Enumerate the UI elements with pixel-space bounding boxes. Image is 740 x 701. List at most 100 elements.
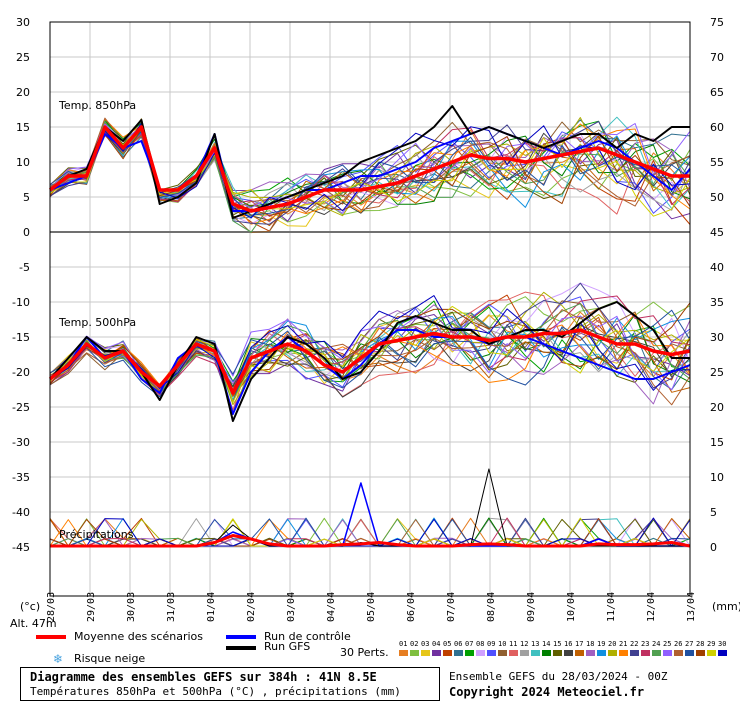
pert-number: 17 — [575, 640, 584, 648]
pert-color-swatch — [454, 650, 463, 656]
pert-number: 24 — [652, 640, 661, 648]
footer-title: Diagramme des ensembles GEFS sur 384h : … — [30, 670, 377, 684]
chart-axes: 28/03 29/03 30/03 31/03 01/04 02/04 03/04 04/04… — [12, 16, 724, 622]
pert-color-swatch — [542, 650, 551, 656]
pert-number: 27 — [685, 640, 694, 648]
right-tick-label: 45 — [710, 226, 724, 239]
mean-swatch — [36, 635, 66, 639]
pert-color-swatch — [498, 650, 507, 656]
left-tick-label: 5 — [23, 191, 30, 204]
left-tick-label: -25 — [12, 401, 30, 414]
pert-number: 22 — [630, 640, 639, 648]
pert-color-swatch — [707, 650, 716, 656]
pert-color-swatch — [608, 650, 617, 656]
left-tick-label: -5 — [19, 261, 30, 274]
pert-color-swatch — [663, 650, 672, 656]
control-swatch — [226, 635, 256, 639]
pert-number: 16 — [564, 640, 573, 648]
t500-panel-label: Temp. 500hPa — [58, 316, 136, 329]
pert-color-swatch — [399, 650, 408, 656]
pert-color-swatch — [575, 650, 584, 656]
right-tick-label: 55 — [710, 156, 724, 169]
date-tick-label: 04/04 — [326, 592, 337, 622]
date-tick-label: 28/03 — [46, 592, 57, 622]
left-tick-label: 15 — [16, 121, 30, 134]
footer-subtitle: Températures 850hPa et 500hPa (°C) , pré… — [30, 685, 401, 698]
t500-series — [48, 282, 691, 422]
date-tick-label: 11/04 — [606, 592, 617, 622]
pert-number: 08 — [476, 640, 485, 648]
legend-perts: 30 Perts. — [340, 646, 389, 659]
date-tick-label: 03/04 — [286, 592, 297, 622]
right-tick-label: 40 — [710, 261, 724, 274]
pert-color-swatch — [630, 650, 639, 656]
pert-color-swatch — [410, 650, 419, 656]
date-tick-label: 05/04 — [366, 592, 377, 622]
left-tick-label: -45 — [12, 541, 30, 554]
date-tick-label: 29/03 — [86, 592, 97, 622]
date-tick-label: 08/04 — [486, 592, 497, 622]
t850-panel-label: Temp. 850hPa — [58, 99, 136, 112]
pert-number: 23 — [641, 640, 650, 648]
footer-box: Diagramme des ensembles GEFS sur 384h : … — [20, 667, 440, 701]
date-tick-label: 02/04 — [246, 592, 257, 622]
pert-color-swatch — [586, 650, 595, 656]
legend-mean: Moyenne des scénarios — [74, 630, 203, 643]
date-tick-label: 06/04 — [406, 592, 417, 622]
legend-snow: Risque neige — [74, 652, 146, 665]
pert-number: 15 — [553, 640, 562, 648]
pert-number: 12 — [520, 640, 529, 648]
pert-number: 01 — [399, 640, 408, 648]
pert-color-swatch — [553, 650, 562, 656]
date-tick-label: 30/03 — [126, 592, 137, 622]
pert-color-swatch — [487, 650, 496, 656]
pert-number: 26 — [674, 640, 683, 648]
left-tick-label: 30 — [16, 16, 30, 29]
pert-number: 05 — [443, 640, 452, 648]
pert-number: 19 — [597, 640, 606, 648]
precip-series — [49, 468, 691, 548]
right-tick-label: 65 — [710, 86, 724, 99]
pert-color-swatch — [476, 650, 485, 656]
pert-color-swatch — [531, 650, 540, 656]
pert-color-swatch — [685, 650, 694, 656]
pert-color-swatch — [718, 650, 727, 656]
date-tick-label: 13/04 — [686, 592, 697, 622]
right-tick-label: 50 — [710, 191, 724, 204]
pert-number: 28 — [696, 640, 705, 648]
pert-color-swatch — [619, 650, 628, 656]
altitude-label: Alt. 47m — [10, 617, 57, 630]
right-tick-label: 70 — [710, 51, 724, 64]
date-tick-label: 09/04 — [526, 592, 537, 622]
date-tick-label: 31/03 — [166, 592, 177, 622]
left-tick-label: 10 — [16, 156, 30, 169]
pert-number: 11 — [509, 640, 518, 648]
left-tick-label: 25 — [16, 51, 30, 64]
mean-line — [48, 125, 690, 213]
pert-color-swatch — [641, 650, 650, 656]
right-tick-label: 30 — [710, 331, 724, 344]
pert-number: 21 — [619, 640, 628, 648]
pert-number: 04 — [432, 640, 441, 648]
mean-line — [48, 328, 691, 395]
date-tick-label: 12/04 — [646, 592, 657, 622]
left-tick-label: -40 — [12, 506, 30, 519]
right-tick-label: 35 — [710, 296, 724, 309]
mean-line — [50, 534, 691, 548]
precip-panel-label: Précipitations — [59, 528, 134, 541]
pert-color-swatch — [564, 650, 573, 656]
pert-color-swatch — [443, 650, 452, 656]
control-line — [49, 329, 691, 415]
member-line — [50, 517, 691, 547]
left-tick-label: -20 — [12, 366, 30, 379]
plot-frame — [49, 21, 691, 597]
pert-number: 03 — [421, 640, 430, 648]
left-tick-label: 0 — [23, 226, 30, 239]
pert-number: 14 — [542, 640, 551, 648]
right-tick-label: 10 — [710, 471, 724, 484]
t850-series — [48, 105, 691, 234]
date-tick-label: 07/04 — [446, 592, 457, 622]
pert-color-swatch — [465, 650, 474, 656]
pert-number: 10 — [498, 640, 507, 648]
pert-number: 06 — [454, 640, 463, 648]
